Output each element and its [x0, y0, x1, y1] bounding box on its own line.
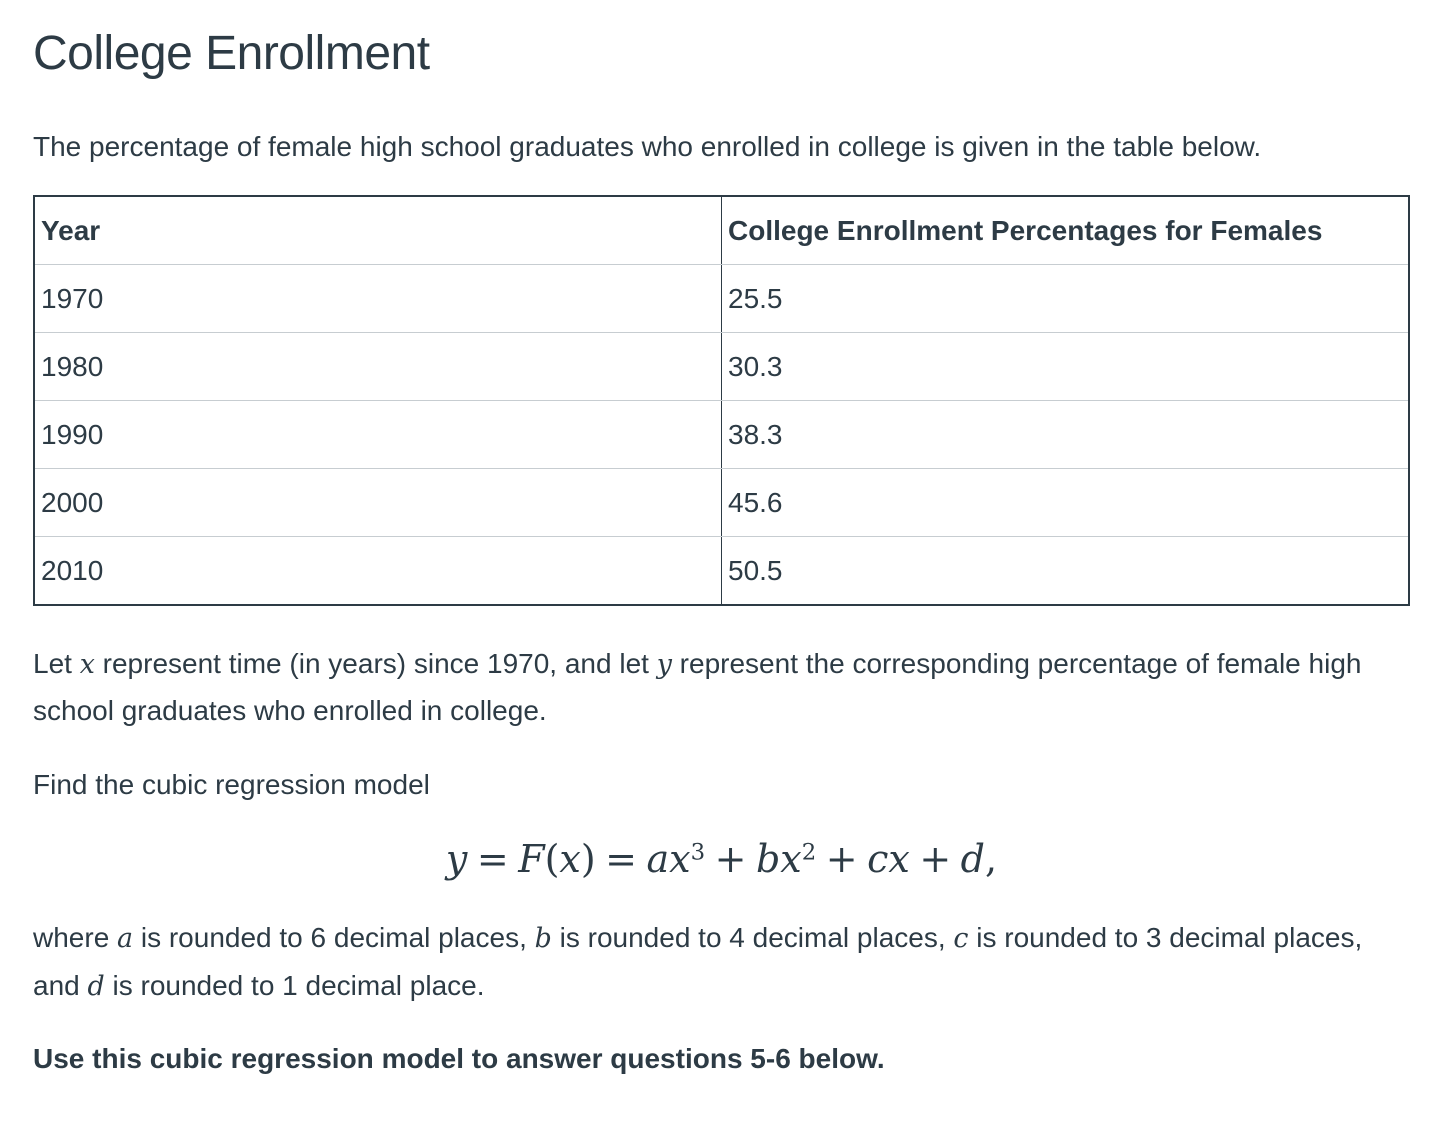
column-header-year: Year: [34, 195, 722, 265]
text-segment: is rounded to 1 decimal place.: [104, 969, 485, 1001]
equals-sign: =: [605, 836, 638, 881]
exponent-2: 2: [801, 839, 817, 866]
table-row: 2000 45.6: [34, 468, 1409, 537]
plus-sign: +: [919, 836, 952, 881]
table-row: 1990 38.3: [34, 400, 1409, 469]
rounding-paragraph: where a is rounded to 6 decimal places, …: [33, 914, 1410, 1009]
table-row: 1980 30.3: [34, 332, 1409, 401]
math-var-b: b: [534, 923, 552, 955]
year-cell: 1970: [34, 264, 722, 333]
math-var-F: F: [518, 836, 545, 881]
plus-sign: +: [825, 836, 858, 881]
table-row: 1970 25.5: [34, 264, 1409, 333]
math-var-c: c: [953, 923, 969, 955]
text-segment: is rounded to 3 decimal places, and: [33, 922, 1363, 1001]
math-var-d: d: [960, 836, 985, 881]
value-cell: 30.3: [721, 332, 1409, 401]
math-var-x: x: [888, 836, 910, 881]
math-var-c: c: [867, 836, 889, 881]
comma: ,: [985, 836, 998, 881]
value-cell: 38.3: [721, 400, 1409, 469]
year-cell: 2010: [34, 536, 722, 606]
value-cell: 50.5: [721, 536, 1409, 606]
text-segment: is rounded to 6 decimal places,: [133, 922, 535, 954]
regression-equation: y = F(x) = ax3 + bx2 + cx + d,: [33, 835, 1410, 884]
math-var-x: x: [669, 836, 691, 881]
year-cell: 1980: [34, 332, 722, 401]
table-header-row: Year College Enrollment Percentages for …: [34, 195, 1409, 265]
text-segment: where: [33, 922, 118, 954]
year-cell: 1990: [34, 400, 722, 469]
text-segment: represent the corresponding percentage o…: [33, 647, 1362, 727]
enrollment-table: Year College Enrollment Percentages for …: [33, 194, 1410, 606]
equals-sign: =: [476, 836, 509, 881]
math-var-d: d: [87, 970, 105, 1002]
value-cell: 25.5: [721, 264, 1409, 333]
math-var-y: y: [445, 836, 468, 881]
text-segment: is rounded to 4 decimal places,: [551, 922, 954, 954]
math-var-a: a: [117, 923, 134, 955]
left-paren: (: [544, 836, 560, 881]
page-title: College Enrollment: [33, 27, 430, 80]
column-header-percentages: College Enrollment Percentages for Femal…: [721, 195, 1409, 265]
math-var-x: x: [780, 836, 802, 881]
right-paren: ): [580, 836, 596, 881]
plus-sign: +: [714, 836, 747, 881]
intro-paragraph: The percentage of female high school gra…: [33, 131, 1262, 163]
year-cell: 2000: [34, 468, 722, 537]
text-segment: Let: [33, 647, 80, 679]
table-row: 2010 50.5: [34, 536, 1409, 606]
text-segment: represent time (in years) since 1970, an…: [94, 647, 657, 679]
math-var-x: x: [79, 648, 95, 680]
find-model-paragraph: Find the cubic regression model: [33, 769, 430, 801]
math-var-b: b: [755, 836, 781, 881]
math-var-a: a: [646, 836, 670, 881]
closing-instruction: Use this cubic regression model to answe…: [33, 1043, 885, 1075]
define-variables-paragraph: Let x represent time (in years) since 19…: [33, 640, 1410, 735]
exponent-3: 3: [690, 839, 706, 866]
math-var-x: x: [559, 836, 581, 881]
math-var-y: y: [656, 648, 672, 680]
value-cell: 45.6: [721, 468, 1409, 537]
